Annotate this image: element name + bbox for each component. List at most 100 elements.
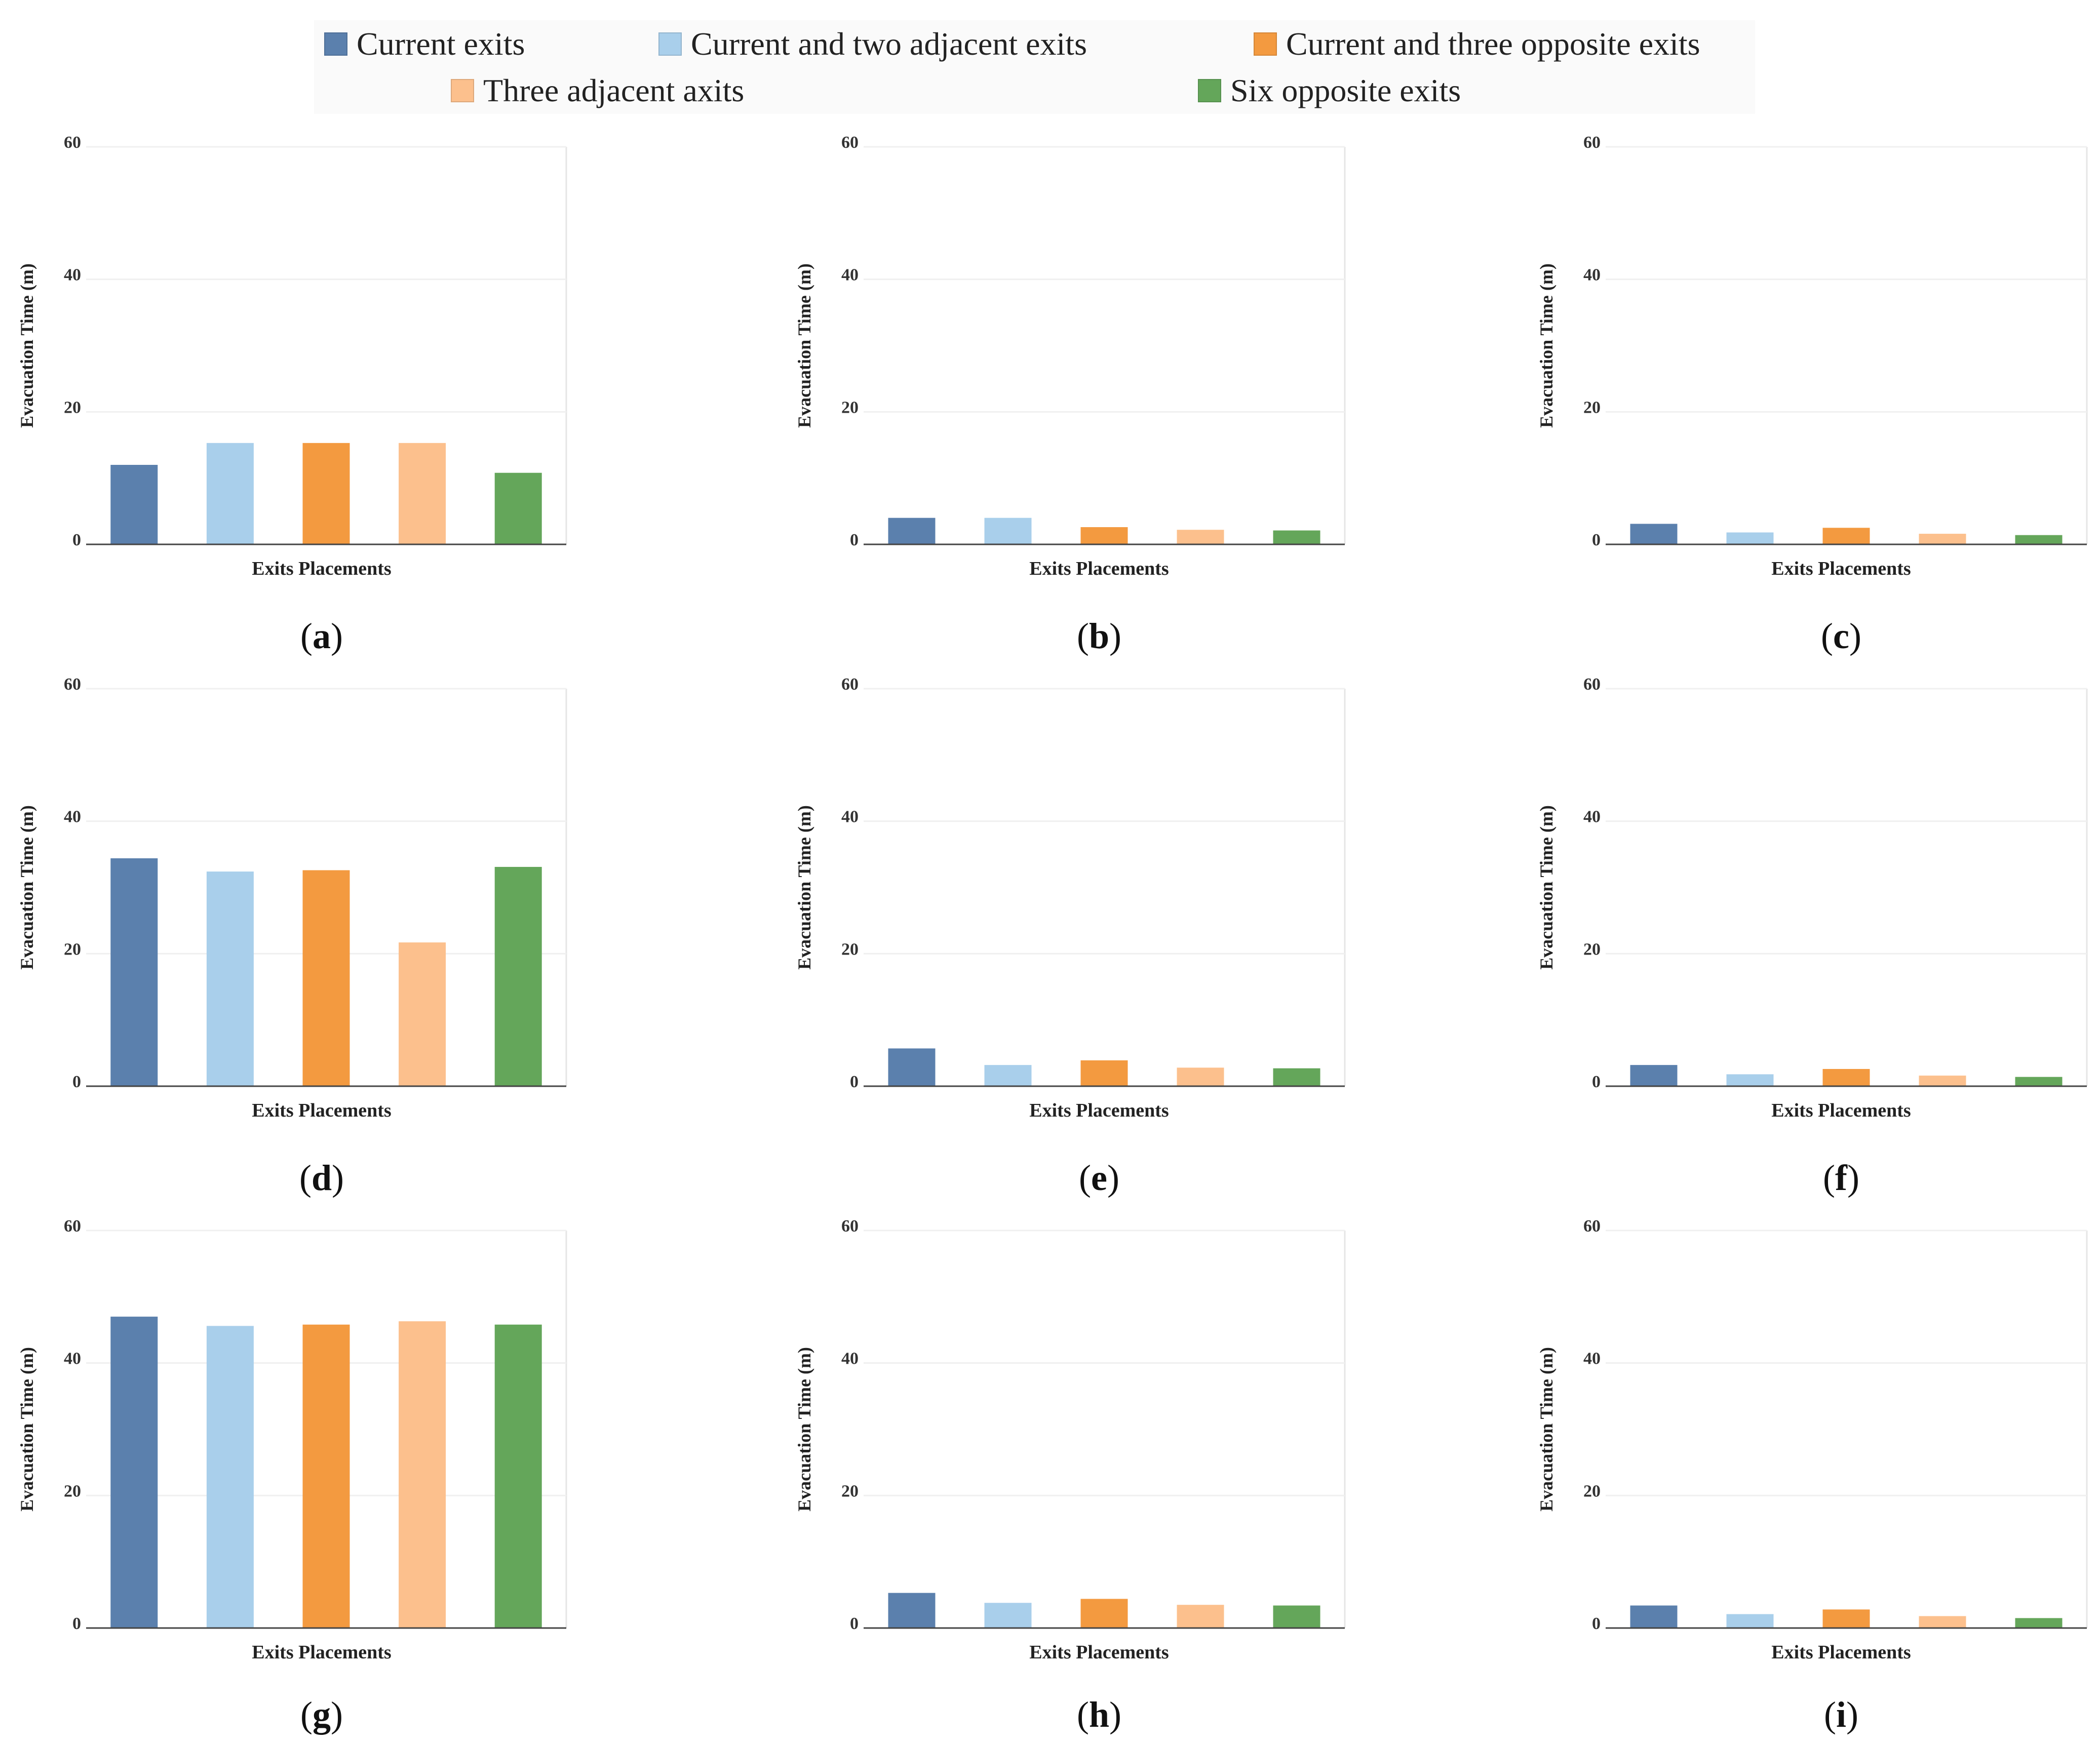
y-tick-label: 0 <box>1592 531 1601 549</box>
y-tick-label: 60 <box>64 1217 81 1236</box>
y-tick-label: 40 <box>1583 266 1601 285</box>
legend-label: Six opposite exits <box>1230 72 1461 108</box>
panel-caption-c: (c) <box>1821 616 1861 656</box>
bar-f-5 <box>2015 1077 2063 1086</box>
bar-f-3 <box>1822 1068 1870 1086</box>
panel-caption-i: (i) <box>1824 1694 1858 1735</box>
y-tick-label: 40 <box>841 1350 859 1368</box>
y-tick-label: 0 <box>850 531 859 549</box>
bar-h-2 <box>984 1603 1032 1628</box>
panel-caption-d: (d) <box>299 1158 344 1198</box>
bar-a-3 <box>302 443 350 544</box>
bar-b-2 <box>984 518 1032 544</box>
y-axis-label: Evacuation Time (m) <box>794 263 814 428</box>
y-tick-label: 60 <box>1583 1217 1601 1236</box>
chart-panel-e: 0 20 40 60 Exits Placements Evacuation Time (… <box>794 675 1346 1121</box>
bar-e-2 <box>984 1065 1032 1086</box>
bar-e-4 <box>1177 1067 1224 1086</box>
legend-label: Current and three opposite exits <box>1286 26 1700 62</box>
bar-f-1 <box>1630 1065 1678 1086</box>
y-tick-label: 60 <box>841 133 859 152</box>
bar-h-4 <box>1177 1605 1224 1628</box>
y-tick-label: 0 <box>72 531 81 549</box>
x-axis-label: Exits Placements <box>1029 558 1169 579</box>
bar-a-5 <box>494 472 542 544</box>
bar-f-2 <box>1726 1074 1774 1086</box>
y-tick-label: 40 <box>841 266 859 285</box>
bar-i-5 <box>2015 1618 2063 1628</box>
bar-g-3 <box>302 1324 350 1628</box>
chart-panel-c: 0 20 40 60 Exits Placements Evacuation Time (… <box>1536 133 2088 579</box>
bar-d-4 <box>399 942 446 1086</box>
y-tick-label: 40 <box>64 266 81 285</box>
bar-b-5 <box>1273 530 1320 544</box>
y-tick-label: 20 <box>1583 1482 1601 1500</box>
y-tick-label: 0 <box>850 1073 859 1091</box>
y-tick-label: 40 <box>841 808 859 826</box>
x-axis-label: Exits Placements <box>1029 1642 1169 1663</box>
x-axis-label: Exits Placements <box>252 1100 391 1121</box>
y-axis-label: Evacuation Time (m) <box>794 805 814 970</box>
y-tick-label: 40 <box>64 808 81 826</box>
legend-swatch <box>1254 32 1277 56</box>
y-axis-label: Evacuation Time (m) <box>17 1347 37 1512</box>
panel-caption-g: (g) <box>300 1694 343 1735</box>
chart-panel-b: 0 20 40 60 Exits Placements Evacuation Time (… <box>794 133 1346 579</box>
bar-c-3 <box>1822 528 1870 544</box>
x-axis-label: Exits Placements <box>1771 558 1911 579</box>
legend-item-current-and-two-adjacent-exits: Current and two adjacent exits <box>658 25 1087 63</box>
bar-g-4 <box>399 1321 446 1628</box>
y-tick-label: 0 <box>1592 1614 1601 1633</box>
chart-panel-g: 0 20 40 60 Exits Placements Evacuation Time (… <box>17 1217 567 1663</box>
y-tick-label: 60 <box>64 133 81 152</box>
bar-i-2 <box>1726 1614 1774 1628</box>
bar-c-1 <box>1630 524 1678 544</box>
legend-label: Three adjacent axits <box>483 72 745 108</box>
chart-panel-h: 0 20 40 60 Exits Placements Evacuation Time (… <box>794 1217 1346 1663</box>
legend-label: Current and two adjacent exits <box>691 26 1087 62</box>
legend-item-six-opposite-exits: Six opposite exits <box>1198 72 1461 109</box>
chart-panel-f: 0 20 40 60 Exits Placements Evacuation Time (… <box>1536 675 2088 1121</box>
legend-item-current-and-three-opposite-exits: Current and three opposite exits <box>1254 25 1700 63</box>
y-axis-label: Evacuation Time (m) <box>1536 805 1557 970</box>
y-tick-label: 40 <box>1583 1350 1601 1368</box>
bar-f-4 <box>1919 1076 1966 1086</box>
y-tick-label: 20 <box>64 940 81 959</box>
legend-item-current-exits: Current exits <box>324 25 525 63</box>
y-tick-label: 60 <box>841 1217 859 1236</box>
x-axis-label: Exits Placements <box>252 1642 391 1663</box>
x-axis-label: Exits Placements <box>252 558 391 579</box>
bar-e-1 <box>888 1048 936 1086</box>
y-tick-label: 20 <box>1583 398 1601 417</box>
y-axis-label: Evacuation Time (m) <box>17 263 37 428</box>
bar-d-3 <box>302 870 350 1086</box>
bar-b-3 <box>1080 527 1128 544</box>
bar-i-1 <box>1630 1605 1678 1628</box>
y-tick-label: 60 <box>841 675 859 694</box>
x-axis-label: Exits Placements <box>1771 1642 1911 1663</box>
chart-panel-d: 0 20 40 60 Exits Placements Evacuation Time (… <box>17 675 567 1121</box>
y-tick-label: 0 <box>1592 1073 1601 1091</box>
bar-c-2 <box>1726 532 1774 544</box>
bar-h-5 <box>1273 1605 1320 1628</box>
y-tick-label: 20 <box>841 398 859 417</box>
x-axis-label: Exits Placements <box>1771 1100 1911 1121</box>
y-tick-label: 0 <box>850 1614 859 1633</box>
y-tick-label: 0 <box>72 1073 81 1091</box>
y-tick-label: 20 <box>1583 940 1601 959</box>
y-tick-label: 60 <box>1583 675 1601 694</box>
bar-a-2 <box>206 443 254 544</box>
y-tick-label: 20 <box>841 940 859 959</box>
bar-d-5 <box>494 866 542 1086</box>
bar-a-1 <box>110 465 158 544</box>
bar-h-3 <box>1080 1599 1128 1628</box>
y-tick-label: 20 <box>64 1482 81 1500</box>
bar-e-3 <box>1080 1060 1128 1086</box>
y-tick-label: 20 <box>841 1482 859 1500</box>
y-axis-label: Evacuation Time (m) <box>1536 1347 1557 1512</box>
legend-item-three-adjacent-axits: Three adjacent axits <box>451 72 744 109</box>
bar-i-4 <box>1919 1616 1966 1628</box>
chart-panel-a: 0 20 40 60 Exits Placements Evacuation Time (… <box>17 133 567 579</box>
x-axis-label: Exits Placements <box>1029 1100 1169 1121</box>
